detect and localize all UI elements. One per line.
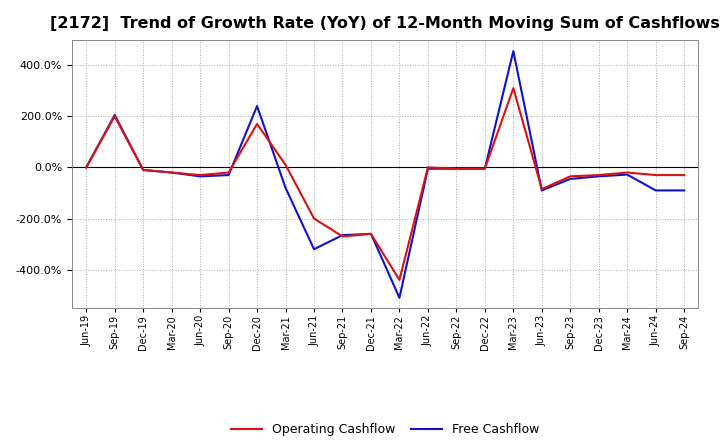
Free Cashflow — [167, 170, 176, 175]
Operating Cashflow — [366, 231, 375, 237]
Free Cashflow — [395, 295, 404, 301]
Operating Cashflow — [566, 174, 575, 179]
Operating Cashflow — [480, 166, 489, 171]
Operating Cashflow — [595, 172, 603, 178]
Free Cashflow — [509, 48, 518, 54]
Free Cashflow — [139, 167, 148, 172]
Operating Cashflow — [196, 172, 204, 178]
Free Cashflow — [310, 246, 318, 252]
Operating Cashflow — [310, 216, 318, 221]
Operating Cashflow — [509, 85, 518, 91]
Free Cashflow — [623, 172, 631, 177]
Operating Cashflow — [652, 172, 660, 178]
Free Cashflow — [110, 112, 119, 117]
Operating Cashflow — [139, 167, 148, 172]
Free Cashflow — [680, 188, 688, 193]
Title: [2172]  Trend of Growth Rate (YoY) of 12-Month Moving Sum of Cashflows: [2172] Trend of Growth Rate (YoY) of 12-… — [50, 16, 720, 32]
Operating Cashflow — [282, 162, 290, 168]
Line: Free Cashflow: Free Cashflow — [86, 51, 684, 298]
Free Cashflow — [452, 166, 461, 171]
Free Cashflow — [537, 188, 546, 193]
Operating Cashflow — [452, 166, 461, 171]
Operating Cashflow — [253, 121, 261, 127]
Operating Cashflow — [395, 277, 404, 282]
Operating Cashflow — [110, 114, 119, 119]
Operating Cashflow — [338, 234, 347, 239]
Free Cashflow — [480, 166, 489, 171]
Legend: Operating Cashflow, Free Cashflow: Operating Cashflow, Free Cashflow — [226, 418, 544, 440]
Free Cashflow — [366, 231, 375, 237]
Operating Cashflow — [423, 165, 432, 170]
Free Cashflow — [225, 172, 233, 178]
Operating Cashflow — [537, 187, 546, 192]
Operating Cashflow — [167, 170, 176, 175]
Free Cashflow — [566, 176, 575, 182]
Operating Cashflow — [623, 170, 631, 175]
Free Cashflow — [595, 174, 603, 179]
Free Cashflow — [82, 165, 91, 170]
Free Cashflow — [423, 166, 432, 171]
Line: Operating Cashflow: Operating Cashflow — [86, 88, 684, 280]
Free Cashflow — [253, 103, 261, 109]
Operating Cashflow — [225, 170, 233, 175]
Operating Cashflow — [680, 172, 688, 178]
Operating Cashflow — [82, 165, 91, 170]
Free Cashflow — [282, 185, 290, 191]
Free Cashflow — [196, 174, 204, 179]
Free Cashflow — [338, 232, 347, 238]
Free Cashflow — [652, 188, 660, 193]
